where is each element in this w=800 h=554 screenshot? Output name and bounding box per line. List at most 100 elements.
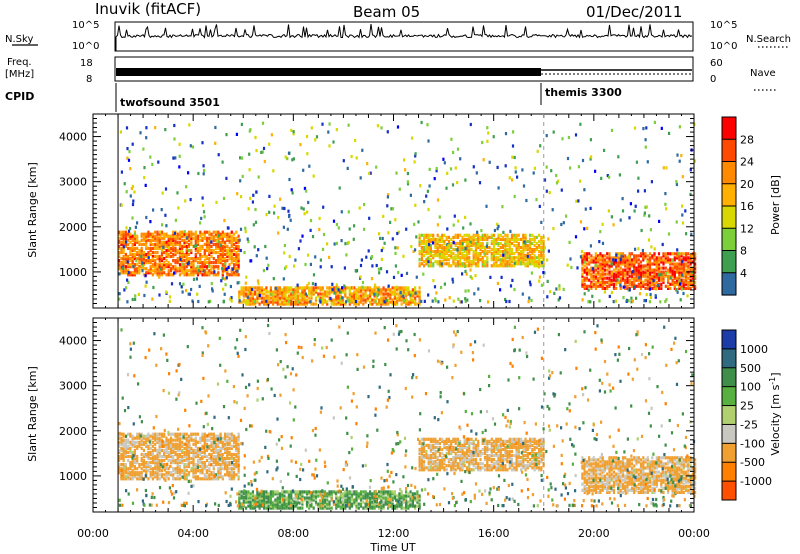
heatmap-cell bbox=[499, 245, 502, 250]
heatmap-cell bbox=[208, 248, 211, 253]
heatmap-cell bbox=[366, 286, 369, 290]
heatmap-cell bbox=[176, 434, 179, 438]
heatmap-cell bbox=[154, 271, 157, 275]
heatmap-cell bbox=[237, 273, 240, 277]
heatmap-cell bbox=[201, 141, 204, 145]
heatmap-cell bbox=[681, 273, 684, 277]
heatmap-cell bbox=[212, 458, 215, 463]
heatmap-cell bbox=[178, 236, 182, 240]
heatmap-cell bbox=[124, 467, 127, 471]
heatmap-cell bbox=[429, 254, 432, 258]
heatmap-cell bbox=[355, 494, 358, 498]
heatmap-cell bbox=[251, 294, 254, 298]
heatmap-cell bbox=[581, 278, 584, 282]
heatmap-cell bbox=[173, 231, 176, 235]
heatmap-cell bbox=[122, 230, 125, 234]
heatmap-cell bbox=[221, 446, 224, 450]
heatmap-cell bbox=[506, 260, 509, 264]
heatmap-cell bbox=[470, 264, 473, 268]
heatmap-cell bbox=[238, 292, 241, 296]
heatmap-cell bbox=[169, 452, 173, 457]
heatmap-cell bbox=[131, 259, 134, 263]
heatmap-cell bbox=[240, 290, 243, 294]
heatmap-cell bbox=[301, 500, 304, 504]
heatmap-cell bbox=[228, 438, 231, 442]
heatmap-cell bbox=[217, 461, 220, 465]
heatmap-cell bbox=[459, 243, 462, 248]
heatmap-cell bbox=[339, 290, 342, 294]
heatmap-cell bbox=[158, 461, 161, 465]
heatmap-cell bbox=[332, 298, 336, 302]
heatmap-cell bbox=[673, 266, 676, 270]
heatmap-cell bbox=[151, 440, 154, 444]
heatmap-cell bbox=[176, 240, 179, 244]
heatmap-cell bbox=[472, 256, 475, 260]
heatmap-cell bbox=[147, 454, 150, 459]
heatmap-cell bbox=[196, 432, 200, 436]
heatmap-cell bbox=[138, 259, 141, 263]
heatmap-cell bbox=[240, 300, 243, 304]
heatmap-cell bbox=[601, 222, 604, 226]
heatmap-cell bbox=[199, 271, 202, 275]
heatmap-cell bbox=[615, 286, 618, 290]
heatmap-cell bbox=[240, 288, 243, 292]
heatmap-cell bbox=[337, 286, 340, 290]
heatmap-cell bbox=[140, 463, 143, 467]
heatmap-cell bbox=[281, 206, 284, 210]
heatmap-cell bbox=[552, 226, 555, 231]
heatmap-cell bbox=[296, 290, 299, 294]
heatmap-cell bbox=[588, 260, 591, 264]
heatmap-cell bbox=[662, 270, 665, 274]
heatmap-cell bbox=[506, 254, 509, 258]
heatmap-cell bbox=[653, 262, 656, 266]
heatmap-cell bbox=[635, 258, 638, 262]
heatmap-cell bbox=[678, 125, 681, 129]
heatmap-cell bbox=[508, 252, 511, 256]
heatmap-cell bbox=[603, 272, 606, 276]
heatmap-cell bbox=[176, 442, 179, 446]
heatmap-cell bbox=[257, 248, 260, 252]
heatmap-cell bbox=[120, 442, 123, 446]
heatmap-cell bbox=[603, 290, 606, 294]
heatmap-cell bbox=[426, 123, 429, 127]
heatmap-cell bbox=[235, 230, 238, 234]
heatmap-cell bbox=[667, 260, 670, 264]
heatmap-cell bbox=[633, 280, 636, 284]
heatmap-cell bbox=[687, 284, 690, 288]
heatmap-cell bbox=[391, 207, 395, 211]
heatmap-cell bbox=[305, 189, 308, 193]
heatmap-cell bbox=[682, 272, 685, 276]
heatmap-cell bbox=[179, 257, 182, 262]
heatmap-cell bbox=[251, 492, 254, 496]
heatmap-cell bbox=[126, 278, 129, 282]
heatmap-cell bbox=[428, 167, 431, 171]
heatmap-cell bbox=[124, 452, 127, 457]
heatmap-cell bbox=[226, 244, 229, 248]
heatmap-cell bbox=[181, 267, 184, 271]
heatmap-cell bbox=[187, 465, 191, 469]
heatmap-cell bbox=[341, 500, 345, 504]
heatmap-cell bbox=[414, 296, 417, 300]
heatmap-cell bbox=[680, 258, 683, 262]
heatmap-cell bbox=[341, 300, 345, 304]
heatmap-cell bbox=[310, 290, 313, 294]
heatmap-cell bbox=[547, 249, 550, 253]
heatmap-cell bbox=[599, 258, 602, 262]
heatmap-cell bbox=[169, 461, 173, 465]
heatmap-cell bbox=[167, 252, 170, 257]
heatmap-cell bbox=[169, 471, 173, 475]
heatmap-cell bbox=[321, 302, 324, 306]
heatmap-cell bbox=[456, 248, 459, 252]
heatmap-cell bbox=[659, 300, 662, 304]
heatmap-cell bbox=[134, 294, 137, 298]
heatmap-cell bbox=[642, 272, 645, 276]
heatmap-cell bbox=[185, 185, 188, 189]
heatmap-cell bbox=[154, 267, 157, 271]
heatmap-cell bbox=[194, 454, 197, 459]
heatmap-cell bbox=[553, 291, 556, 295]
heatmap-cell bbox=[533, 166, 536, 170]
heatmap-cell bbox=[380, 300, 383, 304]
heatmap-cell bbox=[158, 448, 161, 452]
heatmap-cell bbox=[691, 284, 694, 288]
heatmap-cell bbox=[330, 302, 333, 306]
